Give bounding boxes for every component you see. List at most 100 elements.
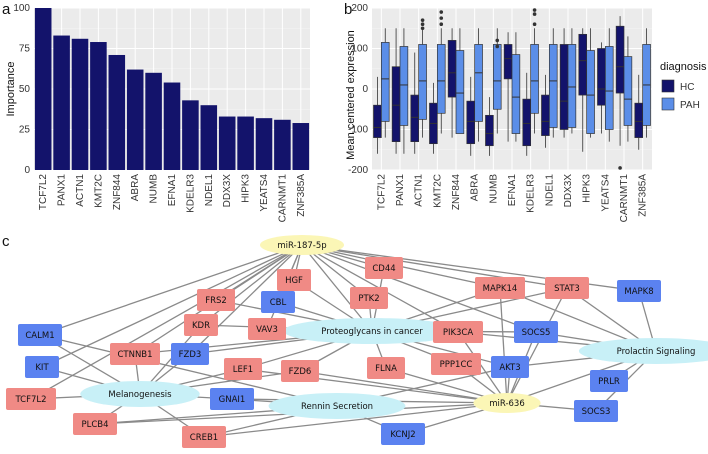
node-ppp1cc-label: PPP1CC (440, 360, 473, 370)
node-proteo-shape (283, 318, 461, 344)
node-stat3-label: STAT3 (554, 284, 580, 294)
node-cd44-shape (365, 257, 403, 279)
node-kit-shape (25, 356, 59, 378)
y-tick-label: 100 (13, 3, 30, 14)
legend-entry: HC (680, 82, 694, 93)
bar (108, 54, 126, 171)
bar (218, 116, 236, 170)
node-cbl-shape (261, 291, 295, 313)
y-tick-label: 25 (19, 125, 31, 136)
expression-box-plot: -200 -100 0 100 200 TCF7L2 PANX1 ACTN1 KMT2C ZNF8… (345, 3, 707, 222)
bar (200, 105, 218, 170)
node-melano-shape (80, 381, 200, 407)
node-mir187-shape (260, 235, 344, 255)
box (604, 46, 614, 130)
node-tcf7l2-label: TCF7L2 (14, 395, 46, 405)
box (399, 46, 409, 126)
x-tick-label: PANX1 (57, 174, 68, 206)
node-socs5-label: SOCS5 (522, 328, 551, 338)
outlier-point (420, 22, 425, 27)
box (492, 44, 502, 110)
node-kdr-shape (184, 314, 218, 336)
outlier-point (532, 12, 537, 16)
node-fzd3-label: FZD3 (179, 350, 202, 360)
node-vav3-label: VAV3 (256, 325, 278, 335)
y-tick-label: 100 (351, 44, 368, 55)
x-tick-label: KDELR3 (526, 174, 537, 213)
x-tick-label: CARNMT1 (277, 174, 288, 223)
bar (34, 8, 52, 170)
y-tick-label: 75 (19, 44, 31, 55)
node-hgf-label: HGF (285, 276, 303, 286)
node-ptk2-label: PTK2 (358, 294, 379, 304)
network-edge (457, 331, 508, 404)
box (522, 98, 532, 147)
node-mapk14-shape (475, 277, 525, 299)
y-tick-label: 0 (362, 84, 368, 95)
node-cd44-label: CD44 (372, 264, 395, 274)
box (623, 56, 633, 126)
node-socs3-label: SOCS3 (582, 407, 611, 417)
x-tick-label: CARNMT1 (619, 174, 630, 223)
node-prlr-shape (590, 370, 628, 392)
node-ctnnb1-shape (110, 343, 160, 365)
outlier-point (532, 8, 537, 12)
x-tick-label: HIPK3 (241, 174, 252, 203)
y-tick-label: 200 (351, 3, 368, 14)
box (474, 44, 483, 122)
node-cbl-label: CBL (270, 298, 287, 308)
outlier-point (420, 18, 425, 22)
network-edge (41, 244, 303, 368)
node-plcb4-label: PLCB4 (81, 420, 108, 430)
x-tick-label: EFNA1 (167, 174, 178, 207)
node-tcf7l2-shape (6, 388, 56, 410)
node-frs2-shape (197, 289, 235, 311)
box (391, 66, 401, 143)
x-tick-label: KMT2C (93, 174, 104, 208)
x-tick-label: ZNF385A (296, 174, 307, 217)
node-fzd6-label: FZD6 (289, 367, 312, 377)
node-flna-shape (367, 357, 405, 379)
outlier-point (439, 10, 444, 14)
x-tick-label: ZNF844 (451, 174, 462, 211)
node-creb1-label: CREB1 (190, 433, 218, 443)
legend-title: diagnosis (660, 61, 707, 73)
x-tick-label: ACTN1 (414, 174, 425, 207)
box (373, 104, 382, 138)
node-prlr-label: PRLR (598, 377, 620, 387)
node-prolac-label: Prolactin Signaling (617, 347, 696, 357)
node-ctnnb1-label: CTNNB1 (117, 350, 152, 360)
outlier-point (495, 44, 500, 49)
node-rennin-shape (268, 393, 406, 419)
node-kit-label: KIT (35, 363, 49, 373)
importance-bar-chart: 0 25 50 75 100 TCF7L2 PANX1 ACTN1 KMT2C ZNF844 ABR… (5, 3, 310, 222)
y-tick-label: -100 (348, 125, 368, 136)
network-edge (200, 244, 303, 326)
x-tick-label: NUMB (488, 174, 499, 204)
x-tick-label: ACTN1 (75, 174, 86, 207)
x-tick-label: NUMB (149, 174, 160, 204)
outlier-point (618, 166, 622, 170)
node-akt3-shape (491, 356, 529, 378)
node-ptk2-shape (350, 287, 388, 309)
node-socs5-shape (514, 321, 558, 343)
node-socs3-shape (574, 400, 618, 422)
panel-c-label: c (2, 233, 10, 250)
box (380, 42, 390, 122)
bar (71, 38, 89, 170)
outlier-point (439, 16, 444, 20)
network-edge (301, 244, 373, 332)
node-prolac-shape (578, 338, 708, 364)
box (597, 48, 606, 106)
node-mir636-shape (473, 393, 541, 413)
x-tick-label: TCF7L2 (38, 174, 49, 211)
outlier-point (420, 26, 425, 31)
node-mapk14-label: MAPK14 (483, 284, 518, 294)
node-lef1-label: LEF1 (233, 365, 253, 375)
node-calm1-shape (18, 324, 62, 346)
node-gnai1-label: GNAI1 (219, 395, 246, 405)
box (530, 44, 539, 114)
box (485, 114, 494, 147)
x-tick-label: PANX1 (395, 174, 406, 206)
